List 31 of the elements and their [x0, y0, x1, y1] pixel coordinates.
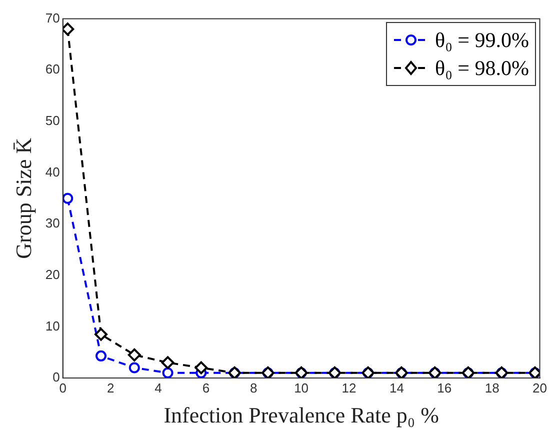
x-tick-label: 16 [437, 380, 452, 396]
y-tick-label: 30 [45, 216, 60, 231]
legend-label: θ₀ = 99.0% [435, 27, 529, 54]
x-tick-label: 10 [294, 380, 309, 396]
point [162, 367, 174, 378]
point [62, 192, 74, 204]
y-tick-label: 20 [45, 266, 60, 282]
x-tick-label: 18 [484, 380, 500, 396]
x-tick-label: 2 [106, 380, 114, 396]
point [94, 328, 108, 341]
legend-label: θ₀ = 98.0% [435, 55, 529, 82]
y-tick-label: 10 [45, 318, 60, 334]
y-axis-title: Group Size K̄ [10, 138, 36, 259]
x-axis-title: Infection Prevalence Rate p₀ % [164, 402, 439, 428]
point [128, 362, 140, 374]
y-tick-label: 0 [52, 370, 60, 385]
x-tick-label: 8 [250, 380, 258, 396]
point [128, 348, 141, 362]
point [161, 356, 174, 370]
y-tick-label: 40 [45, 164, 60, 180]
point [62, 22, 74, 36]
y-tick-label: 50 [45, 113, 60, 128]
point [96, 350, 107, 362]
x-tick-label: 6 [202, 380, 210, 396]
y-tick-label: 70 [45, 10, 60, 26]
x-tick-label: 14 [389, 380, 404, 396]
x-tick-label: 20 [532, 380, 548, 396]
x-tick-label: 12 [342, 380, 356, 396]
y-tick-label: 60 [45, 62, 60, 77]
x-tick-label: 4 [154, 380, 162, 396]
point [194, 361, 208, 374]
